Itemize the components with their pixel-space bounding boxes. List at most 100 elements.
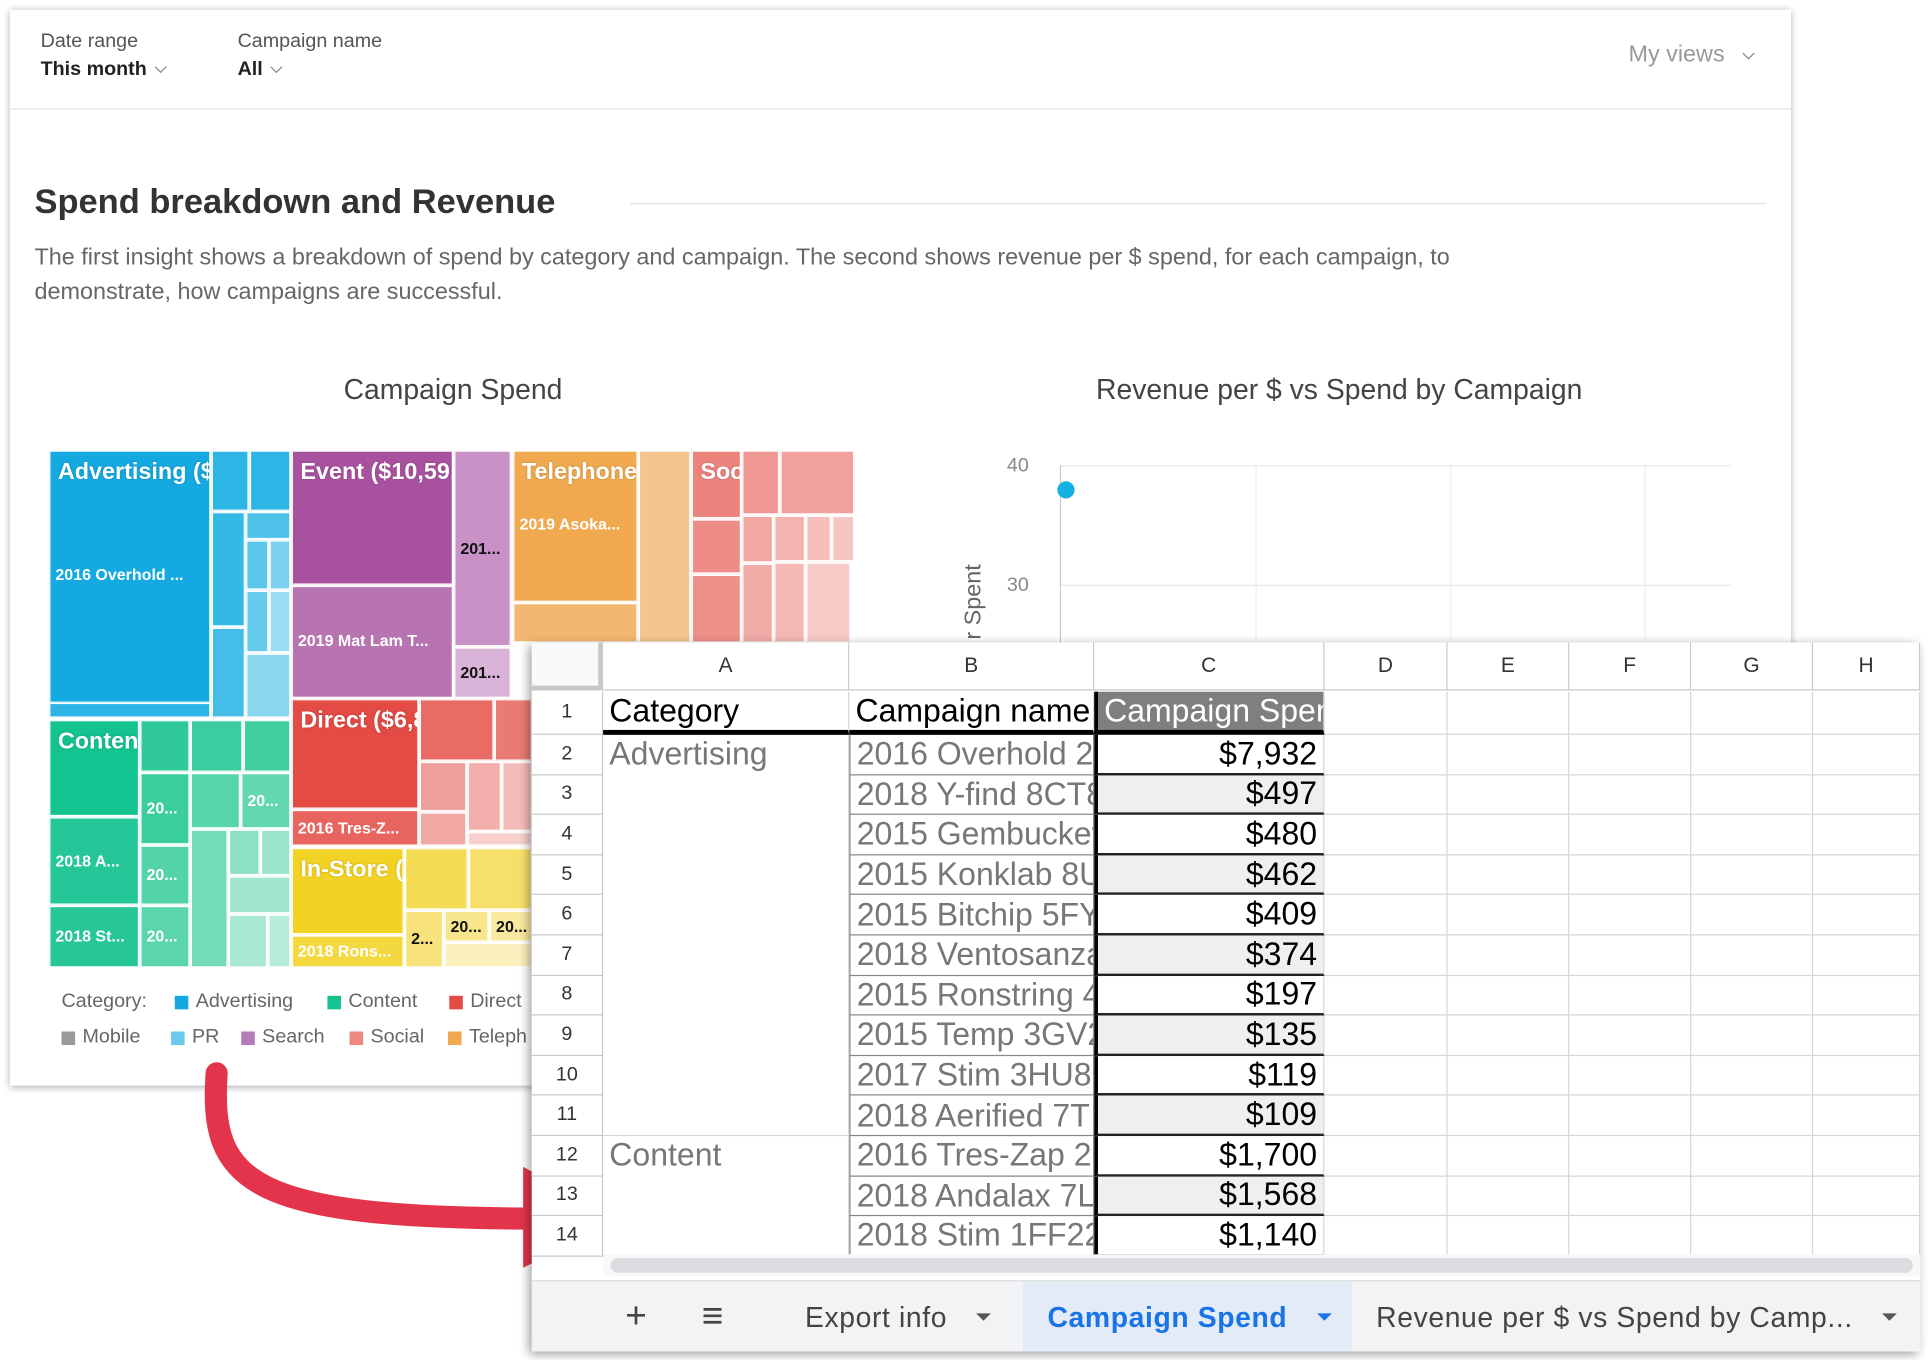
row-header[interactable]: 4 <box>531 815 604 856</box>
treemap-cell[interactable] <box>502 761 532 831</box>
row-header[interactable]: 3 <box>531 774 604 816</box>
treemap-cell[interactable] <box>190 829 228 968</box>
cell[interactable] <box>1813 1216 1921 1257</box>
cell[interactable] <box>1447 935 1570 976</box>
treemap-cell[interactable] <box>494 699 532 761</box>
campaign-name-cell[interactable]: 2016 Tres-Zap 2 <box>849 1136 1095 1177</box>
treemap-cell[interactable]: 20... <box>140 773 190 845</box>
cell[interactable] <box>1813 691 1921 735</box>
legend-item[interactable]: Teleph <box>448 1027 527 1049</box>
treemap-cell[interactable] <box>269 540 291 590</box>
cell[interactable] <box>1813 1055 1921 1096</box>
treemap-cell[interactable] <box>404 848 468 910</box>
treemap-cell[interactable]: 20... <box>444 910 489 942</box>
treemap-cell[interactable] <box>246 653 291 718</box>
treemap-cell[interactable] <box>468 848 532 910</box>
column-header-B[interactable]: B <box>849 642 1095 691</box>
cell[interactable] <box>1569 734 1692 775</box>
tab-export-info[interactable]: Export info <box>805 1281 992 1351</box>
treemap-cell[interactable] <box>269 590 291 653</box>
cell[interactable] <box>1447 895 1570 936</box>
category-cell[interactable] <box>603 1095 850 1137</box>
cell[interactable] <box>1691 815 1814 856</box>
tab-revenue-per-spend[interactable]: Revenue per $ vs Spend by Camp... <box>1376 1281 1898 1351</box>
treemap-cell[interactable] <box>774 515 806 562</box>
cell[interactable] <box>1569 1015 1692 1056</box>
legend-item[interactable]: Content <box>327 991 417 1013</box>
treemap-cell[interactable] <box>249 450 291 511</box>
campaign-spend-cell[interactable]: $480 <box>1094 815 1325 856</box>
cell[interactable] <box>1691 855 1814 896</box>
category-cell[interactable] <box>603 935 850 976</box>
cell[interactable] <box>1569 1136 1692 1177</box>
column-header-A[interactable]: A <box>603 642 850 691</box>
row-header[interactable]: 8 <box>531 975 604 1016</box>
cell[interactable] <box>1324 975 1448 1016</box>
cell[interactable] <box>1324 815 1448 856</box>
treemap-cell[interactable] <box>211 627 245 718</box>
cell[interactable] <box>1813 1015 1921 1056</box>
row-header[interactable]: 9 <box>531 1015 604 1056</box>
cell[interactable] <box>1569 895 1692 936</box>
treemap-cell[interactable] <box>190 720 243 772</box>
treemap-cell[interactable] <box>806 515 831 562</box>
campaign-spend-cell[interactable]: $497 <box>1094 774 1325 816</box>
cell[interactable] <box>1447 815 1570 856</box>
cell[interactable] <box>1813 1176 1921 1217</box>
column-header-G[interactable]: G <box>1691 642 1814 691</box>
campaign-spend-cell[interactable]: $462 <box>1094 855 1325 896</box>
treemap-cell[interactable]: Social ($7,... <box>691 450 742 519</box>
my-views-dropdown[interactable]: My views <box>1628 42 1755 69</box>
treemap-cell[interactable]: In-Store ($5,730) <box>291 848 404 935</box>
category-cell[interactable] <box>603 815 850 856</box>
treemap-cell[interactable] <box>774 562 806 643</box>
campaign-name-cell[interactable]: 2018 Aerified 7T <box>849 1095 1095 1137</box>
cell[interactable] <box>1569 1216 1692 1257</box>
legend-item[interactable]: Mobile <box>61 1027 141 1049</box>
category-cell[interactable]: Advertising <box>603 734 850 775</box>
campaign-name-cell[interactable]: 2015 Temp 3GV2 <box>849 1015 1095 1056</box>
treemap-cell[interactable] <box>691 519 742 574</box>
campaign-spend-cell[interactable]: $135 <box>1094 1015 1325 1056</box>
cell[interactable] <box>1691 1015 1814 1056</box>
campaign-spend-cell[interactable]: $374 <box>1094 935 1325 976</box>
all-sheets-menu-icon[interactable]: ≡ <box>701 1296 724 1337</box>
cell[interactable] <box>1569 815 1692 856</box>
category-cell[interactable] <box>603 855 850 896</box>
row-header[interactable]: 5 <box>531 855 604 896</box>
treemap-cell[interactable]: 20... <box>489 910 532 942</box>
treemap-cell[interactable] <box>49 702 211 718</box>
cell[interactable] <box>1324 1095 1448 1137</box>
cell[interactable] <box>1691 1055 1814 1096</box>
treemap-cell[interactable] <box>513 603 638 643</box>
treemap-cell[interactable] <box>742 515 774 563</box>
category-cell[interactable] <box>603 975 850 1016</box>
campaign-name-cell[interactable]: 2015 Ronstring 4 <box>849 975 1095 1016</box>
category-cell[interactable] <box>603 1015 850 1056</box>
treemap-cell[interactable]: 20... <box>140 845 190 905</box>
select-all-corner[interactable] <box>531 642 604 691</box>
cell[interactable] <box>1324 895 1448 936</box>
treemap-cell[interactable] <box>246 540 269 590</box>
campaign-spend-cell[interactable]: $119 <box>1094 1055 1325 1096</box>
column-header-H[interactable]: H <box>1813 642 1921 691</box>
treemap-cell[interactable] <box>243 720 291 772</box>
treemap-cell[interactable] <box>268 914 291 968</box>
cell[interactable] <box>1691 1136 1814 1177</box>
cell[interactable] <box>1813 815 1921 856</box>
campaign-spend-cell[interactable]: $7,932 <box>1094 734 1325 775</box>
cell[interactable] <box>1813 1095 1921 1137</box>
campaign-name-cell[interactable]: 2017 Stim 3HU8 <box>849 1055 1095 1096</box>
add-sheet-button[interactable]: + <box>625 1296 648 1337</box>
treemap-cell[interactable] <box>260 829 291 876</box>
campaign-name-cell[interactable]: 2018 Ventosanza <box>849 935 1095 976</box>
horizontal-scrollbar-track[interactable] <box>603 1254 1921 1277</box>
campaign-name-filter[interactable]: Campaign name All <box>238 31 383 81</box>
cell[interactable] <box>1691 895 1814 936</box>
legend-item[interactable]: Social <box>349 1027 424 1049</box>
header-cell[interactable]: Category <box>603 691 850 735</box>
treemap-cell[interactable]: 2016 Tres-Z... <box>291 809 419 846</box>
cell[interactable] <box>1447 1216 1570 1257</box>
treemap-cell[interactable]: 20... <box>140 905 190 968</box>
cell[interactable] <box>1691 975 1814 1016</box>
